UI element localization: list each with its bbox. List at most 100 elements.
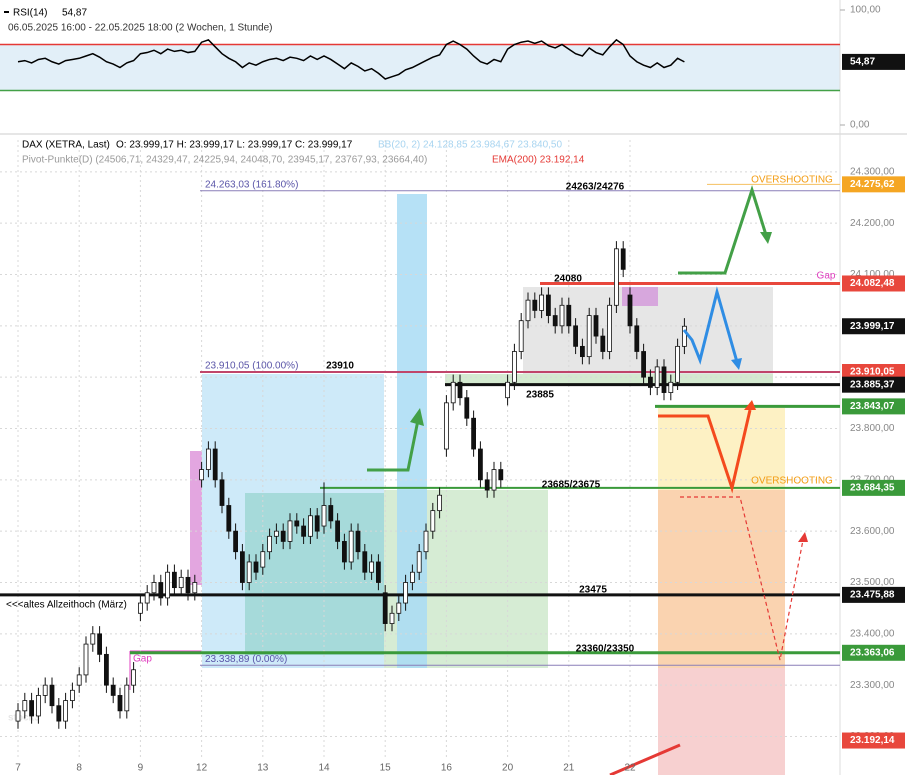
value-box (842, 53, 905, 70)
zone (658, 408, 785, 490)
y-tick-label: 24.300,00 (850, 166, 895, 177)
zone (658, 668, 785, 775)
y-tick-label: 23.300,00 (850, 680, 895, 691)
candle-body (341, 541, 347, 563)
rsi-band (0, 44, 840, 90)
x-tick-label: 21 (563, 763, 575, 774)
candle-body (512, 351, 517, 383)
annotation: 23685/23675 (542, 480, 601, 491)
annotation: 23910 (326, 361, 354, 372)
arrows (367, 185, 808, 775)
candle-body (668, 381, 674, 393)
candle-body (600, 335, 606, 352)
price-box (842, 644, 905, 661)
annotation: 24263/24276 (566, 182, 625, 193)
candle-body (219, 479, 225, 506)
candle-body (362, 551, 368, 573)
candle-body (171, 571, 177, 589)
fib-label: 24.263,03 (161.80%) (205, 179, 298, 190)
candle-body (403, 582, 409, 604)
price-box (842, 586, 905, 603)
price-label: 23.475,88 (850, 590, 895, 601)
x-tick-label: 15 (380, 763, 392, 774)
candle-body (634, 325, 640, 352)
candle-body (110, 684, 116, 696)
candle-body (620, 248, 626, 270)
price-label: 23.843,07 (850, 401, 895, 412)
annotation: 23475 (579, 585, 607, 596)
candle-body (131, 669, 137, 686)
candle-body (314, 515, 320, 532)
candle-body (648, 376, 653, 388)
ema-legend: EMA(200) 23.192,14 (492, 155, 585, 166)
candle-body (42, 684, 48, 696)
annotation: 23885 (526, 390, 554, 401)
arrow (367, 419, 420, 472)
candle-body (443, 402, 449, 450)
arrowhead (731, 358, 742, 370)
candle-body (525, 299, 531, 322)
candle-body (280, 530, 286, 542)
candle-body (471, 417, 477, 450)
y-tick-label: 23.500,00 (850, 577, 895, 588)
price-label: 23.684,35 (850, 483, 895, 494)
candle-body (287, 520, 293, 542)
y-tick-label: 23.800,00 (850, 423, 895, 434)
candle-body (437, 494, 443, 512)
candle-body (586, 315, 592, 358)
candle-body (199, 469, 205, 481)
zones (129, 194, 785, 775)
y-tick-label: 23.400,00 (850, 628, 895, 639)
candle-body (661, 366, 667, 393)
y-tick-label: 24.100,00 (850, 269, 895, 280)
candle-body (158, 582, 164, 599)
candle-body (97, 633, 102, 655)
arrow (682, 286, 739, 365)
x-tick-label: 13 (257, 763, 269, 774)
date-range: 06.05.2025 16:00 - 22.05.2025 18:00 (2 W… (8, 23, 272, 34)
candle-body (294, 520, 300, 527)
candle-body (518, 320, 524, 352)
price-label: 23.910,05 (850, 367, 895, 378)
annotation: 24080 (554, 274, 582, 285)
candle-body (226, 505, 232, 532)
zone (397, 194, 427, 668)
arrowhead (798, 532, 808, 542)
candle-body (49, 684, 55, 707)
annotation: 23360/23350 (576, 644, 635, 655)
rsi-value-label: 54,87 (850, 57, 875, 68)
candle-body (430, 510, 436, 532)
x-tick-label: 20 (502, 763, 514, 774)
candle-body (117, 695, 123, 712)
candle-body (307, 515, 313, 537)
candle-body (607, 304, 612, 352)
candle-body (124, 684, 130, 712)
candle-body (185, 576, 191, 594)
arrowhead (744, 400, 756, 410)
candle-body (382, 592, 388, 624)
x-tick-label: 9 (138, 763, 144, 774)
candle-body (614, 248, 619, 306)
candle-body (375, 561, 381, 583)
x-tick-label: 22 (624, 763, 636, 774)
candle-body (90, 633, 96, 645)
candle-body (559, 304, 565, 327)
rsi-line (17, 38, 685, 80)
candle-body (144, 592, 150, 604)
price-label: 23.363,06 (850, 647, 895, 658)
candle-body (654, 366, 660, 388)
candles (15, 241, 687, 729)
candle-body (56, 705, 62, 722)
candle-body (464, 397, 470, 419)
x-tick-label: 14 (318, 763, 330, 774)
candle-body (104, 653, 109, 686)
candle-body (498, 469, 504, 481)
price-label: 24.275,62 (850, 179, 895, 190)
price-box (842, 398, 905, 415)
ohlc: O: 23.999,17 H: 23.999,17 L: 23.999,17 C… (116, 140, 353, 151)
candle-body (532, 299, 538, 311)
candle-body (450, 381, 456, 404)
candle-body (239, 551, 245, 583)
zone (658, 490, 785, 668)
